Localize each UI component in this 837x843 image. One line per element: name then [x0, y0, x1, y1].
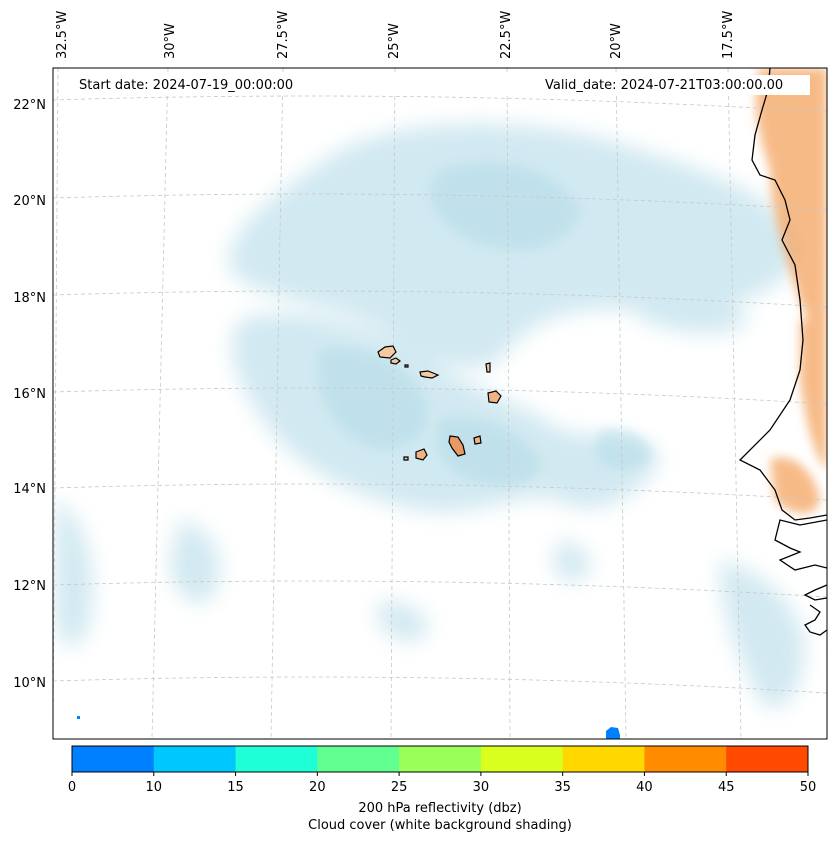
- map-frame: [52, 67, 828, 740]
- colorbar-label: 200 hPa reflectivity (dbz): [358, 801, 522, 816]
- island-santiago: [448, 435, 466, 457]
- lon-label: 30°W: [163, 23, 178, 59]
- start-date-label: Start date: 2024-07-19_00:00:00: [79, 78, 294, 93]
- island-sao-nicolau: [419, 370, 440, 379]
- colorbar-segment: [480, 746, 564, 772]
- reflectivity-echoes: [77, 716, 620, 739]
- colorbar-segment: [562, 746, 645, 772]
- colorbar-tick-label: 20: [309, 780, 326, 795]
- island-brava: [403, 456, 409, 461]
- island-sao-vicente: [390, 357, 401, 365]
- colorbar-tick-label: 25: [390, 780, 408, 795]
- cape-verde-islands: [377, 345, 502, 461]
- cloud-cover-core: [318, 162, 651, 486]
- date-label-background: [75, 75, 810, 95]
- colorbar-segment: [644, 746, 727, 772]
- gridlines: [53, 68, 827, 739]
- colorbar-tick-label: 10: [145, 780, 163, 795]
- lon-label: 25°W: [387, 23, 402, 59]
- lon-label: 27.5°W: [276, 10, 291, 59]
- valid-date-label: Valid_date: 2024-07-21T03:00:00.00: [545, 78, 784, 93]
- colorbar-frame: [71, 745, 809, 773]
- colorbar-tick-label: 0: [67, 780, 77, 795]
- lat-label: 14°N: [13, 482, 46, 497]
- colorbar-segment: [72, 746, 155, 772]
- lat-label: 18°N: [13, 291, 46, 306]
- reflectivity-echo-south: [606, 727, 620, 739]
- orange-shading-coast: [755, 68, 827, 514]
- colorbar-tick-label: 35: [554, 780, 571, 795]
- colorbar-segment: [235, 746, 318, 772]
- colorbar-tick-label: 40: [636, 780, 653, 795]
- lon-label: 32.5°W: [55, 10, 70, 59]
- lat-label: 12°N: [13, 579, 46, 594]
- island-santa-luzia: [404, 364, 409, 368]
- island-sal: [485, 362, 491, 373]
- lat-label: 16°N: [13, 387, 46, 402]
- colorbar-segment: [399, 746, 482, 772]
- colorbar-tick-label: 50: [799, 780, 817, 795]
- colorbar-tick-label: 15: [227, 780, 244, 795]
- colorbar-sublabel: Cloud cover (white background shading): [308, 818, 572, 833]
- african-coastline: [738, 68, 827, 636]
- reflectivity-echo-west: [77, 716, 80, 719]
- lat-label: 22°N: [13, 98, 46, 113]
- lat-label: 20°N: [13, 194, 46, 209]
- lon-label: 20°W: [609, 23, 624, 59]
- colorbar-segment: [153, 746, 237, 772]
- lon-label: 22.5°W: [499, 10, 514, 59]
- colorbar-tick-label: 45: [717, 780, 735, 795]
- lat-label: 10°N: [13, 676, 46, 691]
- colorbar-segment: [726, 746, 809, 772]
- island-fogo: [415, 448, 428, 461]
- colorbar-tick-label: 30: [472, 780, 490, 795]
- colorbar-segment: [317, 746, 400, 772]
- colorbar: [71, 745, 809, 776]
- lon-label: 17.5°W: [721, 10, 736, 59]
- island-boa-vista: [487, 390, 502, 404]
- island-maio: [473, 435, 482, 445]
- island-santo-antao: [377, 345, 397, 359]
